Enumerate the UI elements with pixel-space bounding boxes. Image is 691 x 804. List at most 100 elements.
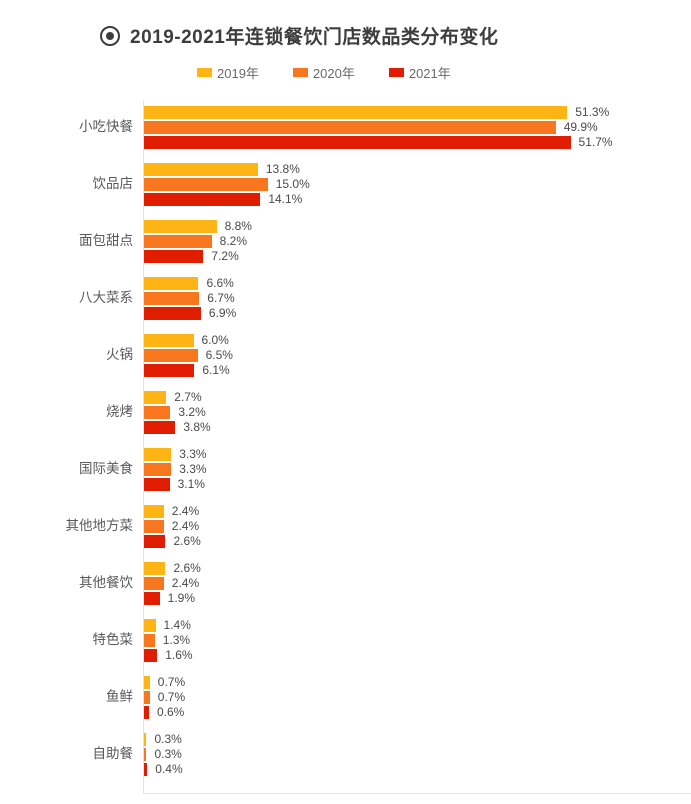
bar-group: 1.4% 1.3% 1.6% bbox=[143, 619, 691, 662]
legend-swatch-icon bbox=[292, 68, 308, 77]
bar-2020年-火锅[interactable] bbox=[144, 349, 198, 362]
bar-2021年-鱼鲜[interactable] bbox=[144, 706, 149, 719]
category-row: 小吃快餐 51.3% 49.9% 51.7% bbox=[0, 106, 691, 149]
chart-title: 2019-2021年连锁餐饮门店数品类分布变化 bbox=[130, 27, 499, 48]
legend: 2019年 2020年 2021年 bbox=[197, 63, 451, 82]
bar-group: 0.7% 0.7% 0.6% bbox=[143, 676, 691, 719]
bullseye-icon bbox=[100, 25, 120, 46]
bar-rows: 小吃快餐 51.3% 49.9% 51.7% 饮品店 13.8% 15.0% 14.1% 面包甜… bbox=[0, 106, 691, 776]
bar-2019年-国际美食[interactable] bbox=[144, 448, 172, 461]
bar-line: 1.6% bbox=[144, 649, 691, 662]
bar-2021年-特色菜[interactable] bbox=[144, 649, 158, 662]
bar-2019年-小吃快餐[interactable] bbox=[144, 106, 568, 119]
bar-line: 15.0% bbox=[144, 178, 691, 191]
bar-line: 3.1% bbox=[144, 478, 691, 491]
y-axis-line bbox=[143, 100, 144, 793]
bar-line: 0.3% bbox=[144, 748, 691, 761]
category-label: 其他餐饮 bbox=[79, 575, 133, 591]
value-label: 8.2% bbox=[219, 234, 247, 248]
category-row: 自助餐 0.3% 0.3% 0.4% bbox=[0, 733, 691, 776]
value-label: 15.0% bbox=[275, 177, 310, 191]
bar-2019年-烧烤[interactable] bbox=[144, 391, 167, 404]
bar-2021年-八大菜系[interactable] bbox=[144, 307, 201, 320]
value-label: 51.7% bbox=[578, 135, 613, 149]
value-label: 3.1% bbox=[177, 477, 205, 491]
legend-swatch-icon bbox=[388, 68, 404, 77]
bar-line: 2.4% bbox=[144, 577, 691, 590]
value-label: 6.1% bbox=[202, 363, 230, 377]
bar-2020年-特色菜[interactable] bbox=[144, 634, 155, 647]
bar-2020年-面包甜点[interactable] bbox=[144, 235, 212, 248]
bar-2020年-其他餐饮[interactable] bbox=[144, 577, 164, 590]
value-label: 0.6% bbox=[156, 705, 185, 719]
bar-group: 6.0% 6.5% 6.1% bbox=[143, 334, 691, 377]
category-label: 小吃快餐 bbox=[79, 119, 133, 135]
value-label: 6.5% bbox=[205, 348, 233, 362]
bar-2020年-八大菜系[interactable] bbox=[144, 292, 200, 305]
bar-2021年-饮品店[interactable] bbox=[144, 193, 261, 206]
value-label: 3.3% bbox=[179, 447, 207, 461]
bar-2019年-火锅[interactable] bbox=[144, 334, 194, 347]
bar-line: 0.6% bbox=[144, 706, 691, 719]
bar-2019年-特色菜[interactable] bbox=[144, 619, 156, 632]
category-row: 面包甜点 8.8% 8.2% 7.2% bbox=[0, 220, 691, 263]
value-label: 1.6% bbox=[165, 648, 193, 662]
bar-2019年-面包甜点[interactable] bbox=[144, 220, 217, 233]
bar-2020年-小吃快餐[interactable] bbox=[144, 121, 556, 134]
chart-header: 2019-2021年连锁餐饮门店数品类分布变化 bbox=[100, 22, 498, 49]
bar-2020年-饮品店[interactable] bbox=[144, 178, 268, 191]
bar-2020年-自助餐[interactable] bbox=[144, 748, 147, 761]
bar-line: 6.0% bbox=[144, 334, 691, 347]
bar-line: 6.7% bbox=[144, 292, 691, 305]
bar-line: 14.1% bbox=[144, 193, 691, 206]
bar-2021年-自助餐[interactable] bbox=[144, 763, 148, 776]
bar-2019年-其他地方菜[interactable] bbox=[144, 505, 164, 518]
bar-2021年-小吃快餐[interactable] bbox=[144, 136, 571, 149]
bar-line: 6.1% bbox=[144, 364, 691, 377]
bar-2020年-国际美食[interactable] bbox=[144, 463, 172, 476]
category-row: 特色菜 1.4% 1.3% 1.6% bbox=[0, 619, 691, 662]
value-label: 6.6% bbox=[206, 276, 234, 290]
bar-line: 2.4% bbox=[144, 505, 691, 518]
bar-2021年-其他地方菜[interactable] bbox=[144, 535, 166, 548]
bar-2021年-国际美食[interactable] bbox=[144, 478, 170, 491]
bar-2021年-火锅[interactable] bbox=[144, 364, 195, 377]
bar-2019年-八大菜系[interactable] bbox=[144, 277, 199, 290]
bar-line: 2.4% bbox=[144, 520, 691, 533]
legend-item-2020年[interactable]: 2020年 bbox=[292, 63, 355, 82]
bar-chart-plot: 小吃快餐 51.3% 49.9% 51.7% 饮品店 13.8% 15.0% 14.1% 面包甜… bbox=[0, 100, 691, 794]
legend-label: 2021年 bbox=[408, 66, 451, 81]
bar-2021年-面包甜点[interactable] bbox=[144, 250, 204, 263]
category-row: 火锅 6.0% 6.5% 6.1% bbox=[0, 334, 691, 377]
category-row: 鱼鲜 0.7% 0.7% 0.6% bbox=[0, 676, 691, 719]
legend-item-2019年[interactable]: 2019年 bbox=[197, 63, 259, 82]
bar-group: 8.8% 8.2% 7.2% bbox=[143, 220, 691, 263]
value-label: 1.3% bbox=[162, 633, 191, 647]
bar-2019年-其他餐饮[interactable] bbox=[144, 562, 166, 575]
bar-group: 0.3% 0.3% 0.4% bbox=[143, 733, 691, 776]
value-label: 2.4% bbox=[171, 504, 200, 518]
legend-item-2021年[interactable]: 2021年 bbox=[388, 63, 451, 82]
bar-2020年-烧烤[interactable] bbox=[144, 406, 171, 419]
value-label: 1.4% bbox=[163, 618, 191, 632]
bar-2019年-鱼鲜[interactable] bbox=[144, 676, 150, 689]
category-label: 饮品店 bbox=[92, 176, 134, 192]
bar-2020年-其他地方菜[interactable] bbox=[144, 520, 164, 533]
bar-2020年-鱼鲜[interactable] bbox=[144, 691, 150, 704]
bar-group: 3.3% 3.3% 3.1% bbox=[143, 448, 691, 491]
bar-line: 3.2% bbox=[144, 406, 691, 419]
bar-2019年-饮品店[interactable] bbox=[144, 163, 258, 176]
bar-2019年-自助餐[interactable] bbox=[144, 733, 147, 746]
value-label: 2.6% bbox=[173, 534, 201, 548]
value-label: 1.9% bbox=[167, 591, 196, 605]
category-label: 鱼鲜 bbox=[106, 689, 133, 705]
legend-swatch-icon bbox=[197, 68, 212, 77]
bar-line: 1.9% bbox=[144, 592, 691, 605]
bar-2021年-其他餐饮[interactable] bbox=[144, 592, 160, 605]
bar-2021年-烧烤[interactable] bbox=[144, 421, 176, 434]
value-label: 2.6% bbox=[173, 561, 201, 575]
category-label: 火锅 bbox=[106, 347, 133, 363]
value-label: 2.4% bbox=[171, 519, 200, 533]
bar-line: 6.9% bbox=[144, 307, 691, 320]
